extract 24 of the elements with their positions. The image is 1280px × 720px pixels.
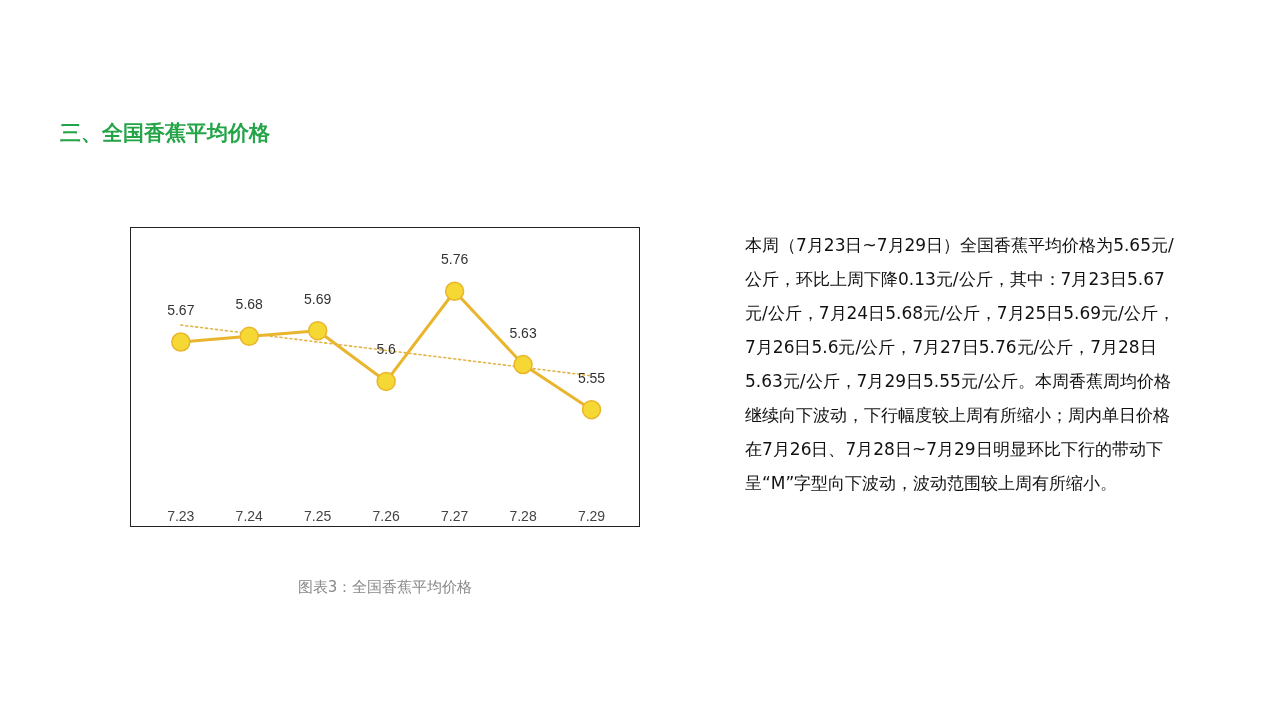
text: 本周（7月23日~7月29日）全国香蕉平均价格为5.65元/公斤，环比上周下降0.13元/公斤，其中：7月23日5.67元/公斤，7月24日5.68元/公斤，7月25日5.69元/公斤，7月26日5.6元/公斤，7月27日5.76元/公斤，7月28日5.63元/公斤，7月29日5.55元/公斤。本周香蕉周均价格继续向下波动，下行幅度较上周有所缩小；周内单日价格在7月26日、7月28日~7月29日明显环比下行的带动下呈“M”字型向下波动，波动范围较上周有所缩小。 [745, 234, 1176, 495]
point [581, 399, 602, 420]
point [239, 326, 259, 347]
x-tick-label: 7.24 [235, 507, 264, 524]
data-label: 5.6 [376, 341, 397, 358]
x-tick-label: 7.28 [509, 507, 537, 524]
data-label: 5.76 [440, 251, 469, 268]
point [376, 371, 396, 392]
x-tick-label: 7.23 [167, 507, 195, 524]
point [444, 281, 465, 301]
data-label: 5.63 [509, 324, 537, 341]
data-label: 5.55 [577, 369, 606, 386]
text: 图表3：全国香蕉平均价格 [297, 577, 473, 598]
x-tick-label: 7.26 [372, 507, 400, 524]
point [513, 354, 533, 375]
point [307, 320, 328, 341]
point [171, 332, 191, 352]
x-tick-label: 7.29 [577, 507, 606, 524]
data-label: 5.69 [304, 290, 332, 307]
data-label: 5.67 [167, 301, 195, 318]
data-label: 5.68 [235, 296, 264, 313]
x-tick-label: 7.27 [440, 507, 469, 524]
chart-title: 三、全国香蕉平均价格 [60, 120, 270, 147]
x-tick-label: 7.25 [304, 507, 332, 524]
